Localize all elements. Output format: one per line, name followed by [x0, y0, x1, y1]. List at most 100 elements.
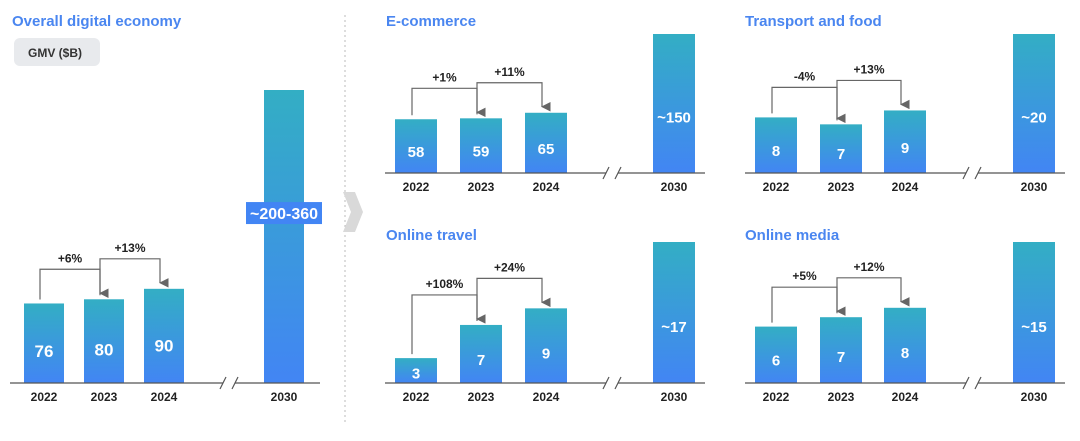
unit-badge-text: GMV ($B) [28, 46, 82, 60]
value-label: 7 [477, 352, 485, 369]
value-label: 9 [901, 140, 909, 157]
value-label: 59 [473, 143, 490, 160]
bar-2030 [1013, 242, 1055, 383]
panel-online-travel: Online travel 3 2022 7 2023 9 2024 ~17 2030 +108%… [385, 227, 705, 404]
growth-connector [836, 79, 910, 121]
tick-label: 2024 [892, 390, 919, 404]
axis-break-mark [974, 166, 982, 180]
growth-connector [411, 87, 486, 118]
growth-label: +5% [792, 269, 817, 283]
axis-break-mark [614, 376, 622, 390]
bar-2023 [460, 118, 502, 173]
bar-2023 [84, 299, 124, 383]
panel-title: Overall digital economy [12, 13, 182, 30]
value-label: 7 [837, 349, 845, 366]
bar-2022 [24, 303, 64, 383]
value-label: 76 [35, 342, 54, 361]
value-label: 8 [772, 143, 780, 160]
bar-2030 [1013, 34, 1055, 173]
panel-overall-digital-economy: Overall digital economy 76 2022 80 2023 90 202… [10, 13, 322, 404]
tick-label: 2024 [151, 390, 178, 404]
bar-2024 [525, 112, 567, 173]
panel-title: Online travel [386, 227, 477, 244]
panel-title: Transport and food [745, 13, 882, 30]
bar-2030 [264, 90, 304, 383]
value-label: 80 [95, 340, 114, 359]
growth-connector [99, 258, 169, 296]
bar-2022 [395, 119, 437, 173]
tick-label: 2023 [468, 390, 495, 404]
growth-label: +6% [58, 251, 83, 265]
bar-2023 [820, 124, 862, 173]
axis-break-mark [219, 376, 227, 390]
value-label: 90 [155, 336, 174, 355]
value-label: ~20 [1021, 110, 1046, 127]
tick-label: 2023 [468, 180, 495, 194]
growth-label: +24% [494, 260, 525, 274]
value-label: ~17 [661, 319, 686, 336]
tick-label: 2030 [1021, 180, 1048, 194]
growth-connector [39, 268, 109, 300]
value-label: 9 [542, 345, 550, 362]
value-label: 58 [408, 144, 425, 161]
bar-2022 [755, 326, 797, 383]
tick-label: 2022 [763, 390, 790, 404]
value-label: 3 [412, 365, 420, 382]
value-label: ~15 [1021, 319, 1046, 336]
value-label: 7 [837, 146, 845, 163]
tick-label: 2024 [533, 390, 560, 404]
tick-label: 2022 [31, 390, 58, 404]
growth-connector [836, 277, 910, 314]
panel-online-media: Online media 6 2022 7 2023 8 2024 ~15 2030 +5% +12… [745, 227, 1065, 404]
value-label: 8 [901, 345, 909, 362]
panel-title: Online media [745, 227, 840, 244]
chart-panels: Overall digital economy76202280202390202… [10, 13, 1065, 404]
value-label-box [246, 202, 322, 225]
tick-label: 2022 [403, 180, 430, 194]
bar-2023 [460, 324, 502, 383]
panel-title: E-commerce [386, 13, 476, 30]
tick-label: 2023 [828, 390, 855, 404]
growth-label: +108% [426, 277, 464, 291]
bar-2022 [395, 358, 437, 383]
growth-label: +12% [853, 260, 884, 274]
growth-label: +13% [114, 241, 145, 255]
unit-badge: GMV ($B) [14, 38, 100, 66]
bar-2024 [144, 288, 184, 383]
value-label: 65 [538, 141, 555, 158]
axis-break-mark [614, 166, 622, 180]
growth-label: -4% [794, 69, 816, 83]
tick-label: 2022 [763, 180, 790, 194]
axis-break-mark [962, 376, 970, 390]
unit-badge-bg [14, 38, 100, 66]
tick-label: 2030 [271, 390, 298, 404]
axis-break-mark [602, 376, 610, 390]
growth-label: +1% [432, 70, 457, 84]
bar-2024 [525, 308, 567, 383]
tick-label: 2030 [1021, 390, 1048, 404]
growth-connector [476, 82, 551, 115]
bar-2024 [884, 307, 926, 383]
growth-connector [476, 277, 551, 321]
panel-e-commerce: E-commerce 58 2022 59 2023 65 2024 ~150 2030 +1% +… [385, 13, 705, 194]
tick-label: 2030 [661, 180, 688, 194]
bar-2024 [884, 110, 926, 173]
axis-break-mark [962, 166, 970, 180]
tick-label: 2022 [403, 390, 430, 404]
growth-connector [771, 86, 846, 124]
chevron-right-icon [343, 192, 363, 232]
value-label: 6 [772, 353, 780, 370]
bar-2022 [755, 117, 797, 173]
tick-label: 2024 [892, 180, 919, 194]
growth-label: +11% [494, 65, 525, 79]
bar-2030 [653, 242, 695, 383]
bar-2030 [653, 34, 695, 173]
tick-label: 2030 [661, 390, 688, 404]
tick-label: 2023 [91, 390, 118, 404]
bar-2023 [820, 317, 862, 383]
axis-break-mark [231, 376, 239, 390]
growth-label: +13% [853, 62, 884, 76]
axis-break-mark [602, 166, 610, 180]
panel-transport-and-food: Transport and food 8 2022 7 2023 9 2024 ~20 2030… [745, 13, 1065, 194]
